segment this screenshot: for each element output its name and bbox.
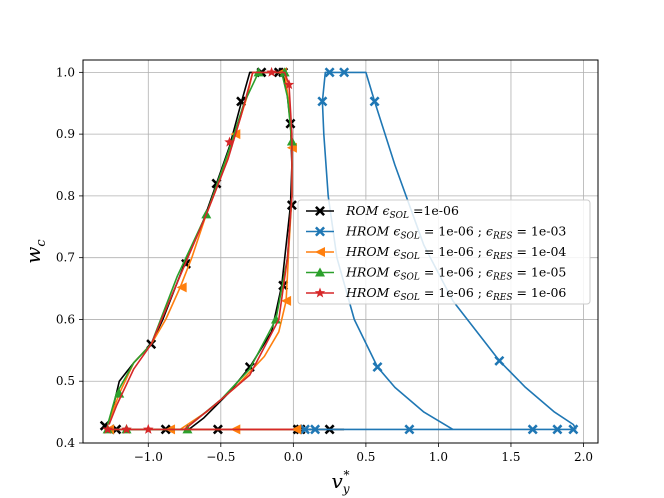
series-marker — [568, 424, 579, 435]
legend-box — [297, 199, 591, 305]
series-marker — [266, 66, 277, 77]
series-marker — [314, 287, 326, 298]
series-marker — [404, 424, 415, 435]
series-marker — [310, 424, 321, 435]
legend-entry: HROM ϵSOL = 1e-06 ; ϵRES = 1e-05 — [306, 265, 566, 283]
series-marker — [372, 362, 383, 373]
series-marker — [315, 206, 325, 216]
legend-label: HROM ϵSOL = 1e-06 ; ϵRES = 1e-06 — [345, 285, 566, 303]
legend-entry: HROM ϵSOL = 1e-06 ; ϵRES = 1e-06 — [306, 285, 566, 303]
series-line — [104, 71, 293, 431]
x-tick-label: 1.5 — [501, 450, 520, 464]
y-tick-label: 0.9 — [56, 127, 75, 141]
legend-entry: HROM ϵSOL = 1e-06 ; ϵRES = 1e-04 — [306, 244, 566, 262]
series-3 — [102, 67, 297, 434]
series-marker — [102, 423, 113, 434]
series-marker — [315, 247, 325, 257]
series-2 — [104, 67, 302, 435]
series-marker — [176, 282, 187, 293]
legend-label: HROM ϵSOL = 1e-06 ; ϵRES = 1e-05 — [345, 265, 566, 283]
legend-label: ROM ϵSOL =1e-06 — [345, 203, 459, 221]
series-marker — [552, 424, 563, 435]
series-line — [106, 71, 293, 431]
series-marker — [224, 136, 235, 147]
legend: ROM ϵSOL =1e-06 HROM ϵSOL = 1e-06 ; ϵRES … — [297, 199, 591, 305]
x-tick-label: 0.0 — [284, 450, 303, 464]
y-tick-label: 0.8 — [56, 189, 75, 203]
y-tick-label: 0.7 — [56, 251, 75, 265]
legend-label: HROM ϵSOL = 1e-06 ; ϵRES = 1e-03 — [345, 224, 566, 242]
series-line — [106, 71, 293, 431]
y-tick-label: 0.6 — [56, 312, 75, 326]
x-tick-label: 0.5 — [356, 450, 375, 464]
x-tick-label: 1.0 — [429, 450, 448, 464]
x-tick-label: −0.5 — [206, 450, 235, 464]
legend-label: HROM ϵSOL = 1e-06 ; ϵRES = 1e-04 — [345, 244, 566, 262]
series-marker — [283, 79, 295, 90]
x-tick-label: 2.0 — [574, 450, 593, 464]
series-marker — [339, 67, 350, 78]
series-marker — [299, 424, 310, 435]
series-4 — [102, 66, 295, 434]
series-marker — [281, 295, 292, 306]
x-axis-label: vy* — [331, 468, 349, 496]
series-marker — [121, 423, 132, 434]
plot-frame — [82, 59, 599, 444]
x-tick-label: −1.0 — [134, 450, 163, 464]
series-marker — [317, 96, 328, 107]
series-marker — [315, 226, 325, 237]
series-marker — [291, 424, 302, 435]
series-1 — [293, 67, 579, 435]
series-marker — [315, 267, 325, 277]
y-tick-label: 0.4 — [56, 436, 75, 450]
series-line — [108, 71, 293, 431]
series-layer — [99, 66, 579, 435]
series-marker — [369, 96, 380, 107]
y-tick-label: 1.0 — [56, 65, 75, 79]
legend-entry: HROM ϵSOL = 1e-06 ; ϵRES = 1e-03 — [306, 224, 566, 242]
series-marker — [527, 424, 538, 435]
legend-entry: ROM ϵSOL =1e-06 — [306, 203, 459, 221]
series-marker — [494, 355, 505, 366]
ticks: −1.0 −0.5 0.0 0.5 1.0 1.5 2.0 0.4 0.5 0.6 0.7 0.8 0.… — [56, 65, 593, 464]
series-marker — [324, 67, 335, 78]
y-tick-label: 0.5 — [56, 374, 75, 388]
y-axis-label: wc — [21, 239, 49, 264]
series-marker — [143, 423, 154, 434]
